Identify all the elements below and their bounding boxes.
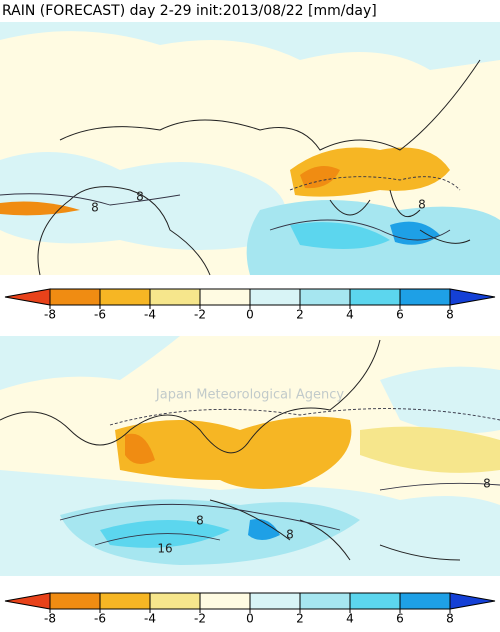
colorbar-tick-label: 8 <box>446 612 454 626</box>
contour-label: 8 <box>91 201 99 215</box>
colorbar-segment <box>249 288 301 306</box>
colorbar-tick-label: 4 <box>346 612 354 626</box>
colorbar-segment <box>399 592 451 610</box>
contour-label: 8 <box>136 190 144 204</box>
dry-region <box>125 433 155 464</box>
contour <box>0 193 181 206</box>
coastline <box>0 339 381 454</box>
colorbar-tick-label: 0 <box>246 612 254 626</box>
colorbar-segment <box>149 592 201 610</box>
colorbar-tick-label: -2 <box>194 612 206 626</box>
rain-region <box>290 222 390 249</box>
colorbar-segment <box>299 288 351 306</box>
dry-region <box>300 166 340 189</box>
colorbar-tick-label: 2 <box>296 612 304 626</box>
contour-label: 8 <box>483 477 491 491</box>
contour <box>269 219 451 241</box>
colorbar-segment <box>349 288 401 306</box>
contour-label: 8 <box>418 198 426 212</box>
colorbar-tick-label: -4 <box>144 308 156 322</box>
colorbar-segment <box>199 288 251 306</box>
colorbar-segment <box>49 288 101 306</box>
colorbar-segment <box>49 592 101 610</box>
colorbar-tick-label: -8 <box>44 308 56 322</box>
dry-region <box>360 426 500 473</box>
colorbar-tick-label: 6 <box>396 308 404 322</box>
colorbar-tick-label: 6 <box>396 612 404 626</box>
colorbar-segment <box>99 288 151 306</box>
colorbar-tick-label: -6 <box>94 612 106 626</box>
colorbar-tick-label: -6 <box>94 308 106 322</box>
map-panel: 8 8 8 <box>0 22 500 276</box>
dry-region <box>0 201 80 216</box>
watermark: Japan Meteorological Agency <box>155 388 344 403</box>
contour <box>109 408 500 426</box>
colorbar-segment <box>299 592 351 610</box>
contour-label: 16 <box>157 542 172 556</box>
dry-region <box>290 147 450 197</box>
rain-region <box>0 336 180 390</box>
rain-region <box>248 519 280 540</box>
colorbar-tick-label: 4 <box>346 308 354 322</box>
title: RAIN (FORECAST) day 2-29 init:2013/08/22… <box>2 3 377 19</box>
map-panel: 8 8 8 16 <box>0 336 500 576</box>
contour-label: 8 <box>196 514 204 528</box>
rain-region <box>380 366 500 434</box>
coastline <box>59 59 481 151</box>
colorbar-segment <box>99 592 151 610</box>
colorbars: -8 -6 -4 -2 0 2 4 6 8 -8 -6 -4 -2 0 2 4 6 8 <box>4 288 496 626</box>
colorbar-segment <box>399 288 451 306</box>
contour <box>59 503 341 531</box>
colorbar-tick-label: -4 <box>144 612 156 626</box>
coastline <box>329 189 471 244</box>
rain-region <box>0 22 500 70</box>
colorbar-tick-label: 0 <box>246 308 254 322</box>
coastline <box>37 186 211 276</box>
colorbar-segment <box>249 592 301 610</box>
contour <box>94 533 221 546</box>
contour-label: 8 <box>286 528 294 542</box>
contour <box>379 482 500 491</box>
colorbar-tick-label: -2 <box>194 308 206 322</box>
colorbar-segment <box>199 592 251 610</box>
colorbar-segment <box>149 288 201 306</box>
contour <box>289 176 461 191</box>
colorbar-segment <box>349 592 401 610</box>
colorbar-tick-label: 8 <box>446 308 454 322</box>
colorbar-tick-label: 2 <box>296 308 304 322</box>
colorbar-tick-label: -8 <box>44 612 56 626</box>
